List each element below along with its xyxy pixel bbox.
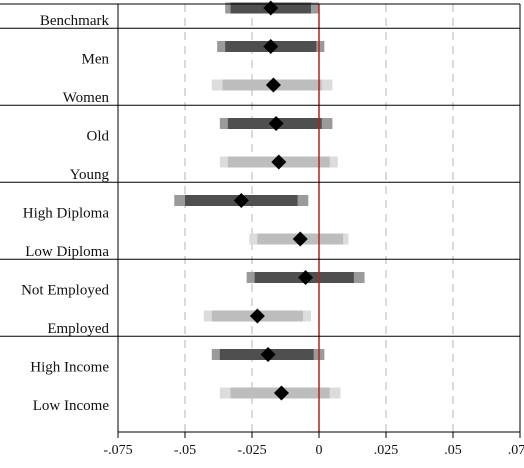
row-label-3: Old [87, 129, 110, 145]
x-axis: -.075 -.05 -.025 0 .025 .05 .075 [103, 432, 524, 458]
point-estimate-8 [249, 308, 265, 324]
row-label-6: Low Diploma [25, 244, 109, 260]
row-label-2: Women [63, 90, 110, 106]
row-label-0: Benchmark [40, 13, 110, 29]
row-label-10: Low Income [33, 398, 110, 414]
row-label-8: Employed [47, 321, 109, 337]
x-tick-label-4: .025 [374, 443, 399, 458]
point-estimate-6 [292, 231, 308, 247]
point-estimate-3 [268, 116, 284, 131]
point-estimate-2 [265, 77, 281, 93]
row-label-9: High Income [30, 360, 109, 376]
label-layer: Benchmark Men Women Old Young High Diploma Low… [21, 13, 109, 414]
point-estimate-10 [273, 385, 289, 401]
marker-layer [233, 0, 314, 401]
x-tick-label-5: .05 [444, 443, 462, 458]
point-estimate-7 [298, 270, 314, 285]
point-estimate-5 [233, 193, 249, 208]
row-label-5: High Diploma [23, 206, 110, 222]
x-tick-label-3: 0 [316, 443, 323, 458]
row-label-7: Not Employed [21, 283, 109, 299]
x-tick-label-2: -.025 [237, 443, 266, 458]
point-estimate-4 [271, 154, 287, 170]
point-estimate-9 [260, 347, 276, 362]
x-tick-label-0: -.075 [103, 443, 132, 458]
x-tick-label-1: -.05 [174, 443, 196, 458]
x-tick-label-6: .075 [508, 443, 524, 458]
bar-layer [174, 2, 365, 399]
point-estimate-1 [263, 39, 279, 54]
row-label-4: Young [70, 167, 110, 183]
row-label-1: Men [82, 52, 110, 68]
